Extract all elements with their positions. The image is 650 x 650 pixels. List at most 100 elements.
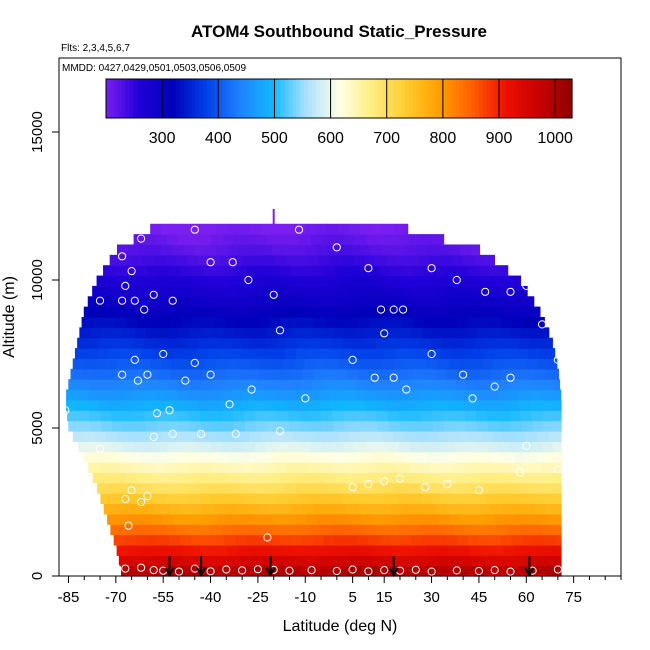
heatmap-cell (388, 379, 401, 391)
heatmap-cell (304, 358, 317, 370)
heatmap-cell (481, 358, 494, 370)
heatmap-cell (452, 254, 464, 266)
heatmap-cell (196, 482, 209, 494)
heatmap-cell (320, 337, 332, 349)
heatmap-cell (510, 379, 522, 391)
heatmap-cell (272, 513, 285, 525)
heatmap-cell (156, 327, 169, 339)
heatmap-cell (167, 327, 180, 339)
heatmap-cell (66, 389, 78, 401)
heatmap-cell (79, 379, 92, 391)
heatmap-cell (138, 544, 151, 556)
heatmap-cell (253, 399, 266, 411)
heatmap-cell (220, 389, 233, 401)
heatmap-cell (187, 462, 200, 473)
heatmap-cell (136, 317, 149, 328)
heatmap-cell (268, 265, 281, 277)
heatmap-cell (317, 275, 330, 287)
heatmap-cell (338, 430, 350, 442)
heatmap-cell (430, 296, 442, 308)
heatmap-cell (342, 399, 354, 411)
heatmap-cell (463, 399, 476, 411)
heatmap-cell (294, 513, 307, 525)
heatmap-cell (192, 472, 204, 484)
heatmap-cell (331, 565, 343, 577)
heatmap-cell (171, 544, 184, 556)
heatmap-cell (453, 462, 465, 473)
heatmap-cell (489, 285, 502, 297)
heatmap-cell (539, 482, 551, 494)
heatmap-cell (256, 379, 268, 391)
heatmap-cell (121, 565, 133, 577)
heatmap-cell (132, 389, 145, 401)
colorbar-swatch (117, 79, 123, 118)
heatmap-cell (377, 420, 390, 432)
heatmap-cell (322, 420, 335, 432)
heatmap-cell (358, 472, 370, 484)
heatmap-cell (519, 337, 531, 349)
heatmap-cell (194, 430, 207, 442)
flights-label: Flts: 2,3,4,5,6,7 (61, 43, 130, 54)
heatmap-cell (463, 565, 476, 577)
chart-title: ATOM4 Southbound Static_Pressure (191, 22, 487, 41)
heatmap-cell (282, 358, 295, 370)
colorbar-swatch (397, 79, 402, 118)
heatmap-cell (421, 327, 434, 339)
heatmap-cell (321, 234, 334, 246)
colorbar-swatch (265, 79, 270, 118)
heatmap-cell (291, 503, 304, 515)
heatmap-cell (520, 441, 533, 453)
heatmap-cell (213, 534, 225, 546)
heatmap-cell (341, 296, 354, 308)
sample-point (127, 267, 136, 276)
heatmap-cell (210, 234, 223, 246)
colorbar-swatch (362, 79, 367, 118)
heatmap-cell (304, 430, 317, 442)
heatmap-cell (364, 462, 377, 473)
colorbar-swatch (311, 79, 317, 118)
heatmap-cell (94, 451, 107, 463)
heatmap-cell (306, 275, 319, 287)
heatmap-cell (176, 337, 189, 349)
colorbar-swatch (366, 79, 371, 118)
heatmap-cell (428, 555, 440, 567)
heatmap-cell (399, 379, 412, 391)
heatmap-cell (250, 513, 263, 525)
heatmap-cell (308, 254, 321, 266)
heatmap-cell (191, 534, 203, 546)
heatmap-cell (220, 296, 232, 308)
heatmap-cell (467, 534, 479, 546)
colorbar-swatch (346, 79, 352, 118)
heatmap-cell (426, 430, 439, 442)
heatmap-cell (72, 358, 85, 370)
heatmap-cell (441, 462, 454, 473)
colorbar-swatch (401, 79, 406, 118)
heatmap-cell (163, 482, 176, 494)
sample-point (370, 373, 379, 382)
heatmap-cell (223, 379, 235, 391)
sample-point (364, 264, 373, 273)
heatmap-cell (169, 317, 182, 328)
heatmap-cell (214, 503, 226, 515)
heatmap-cell (387, 493, 400, 505)
heatmap-cell (116, 306, 129, 318)
sample-point (490, 566, 499, 575)
heatmap-cell (437, 244, 450, 256)
colorbar-swatch (323, 79, 328, 118)
sample-point (515, 468, 525, 477)
sample-point (301, 394, 310, 403)
heatmap-cell (287, 337, 299, 349)
heatmap-cell (109, 296, 122, 308)
sample-point (553, 465, 563, 474)
x-axis: -85 -70 -55 -40 -25 -10 5 15 30 45 60 75 (58, 576, 622, 606)
heatmap-cell (101, 420, 114, 432)
heatmap-cell (297, 565, 310, 577)
heatmap-cell (307, 348, 319, 360)
heatmap-cell (131, 254, 144, 266)
heatmap-cell (443, 441, 455, 453)
heatmap-cell (227, 451, 240, 463)
sample-point (389, 305, 398, 314)
heatmap-cell (511, 534, 524, 546)
heatmap-cell (165, 399, 178, 411)
heatmap-cell (382, 430, 394, 442)
